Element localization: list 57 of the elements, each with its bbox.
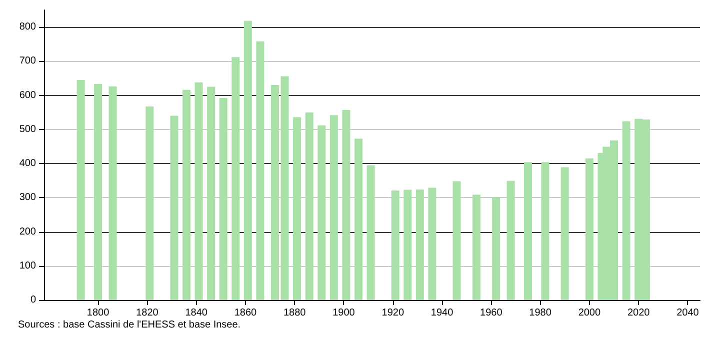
y-tick-label: 200: [19, 226, 36, 238]
bar: [428, 188, 436, 300]
bar: [94, 84, 102, 300]
source-note: Sources : base Cassini de l'EHESS et base Insee.: [18, 320, 241, 330]
x-tick-label: 1940: [430, 308, 454, 318]
bar: [182, 90, 190, 300]
bar: [108, 86, 117, 300]
bar: [622, 121, 630, 300]
y-tick-label: 600: [19, 90, 36, 101]
x-tick-label: 1820: [136, 308, 159, 318]
x-tick-label: 2000: [578, 308, 601, 318]
bar: [270, 85, 279, 300]
bar: [560, 167, 569, 300]
bar: [76, 80, 85, 300]
bar: [194, 82, 203, 300]
x-tick-label: 1840: [185, 308, 208, 318]
y-tick-label: 100: [19, 260, 36, 272]
x-tick-label: 1920: [382, 308, 404, 318]
bar: [170, 116, 178, 300]
x-tick-label: 2020: [627, 308, 650, 318]
x-tick-label: 1880: [283, 308, 306, 318]
bar: [280, 76, 289, 300]
y-tick-label: 800: [19, 22, 36, 33]
bar: [472, 194, 480, 300]
bar: [492, 196, 500, 300]
x-tick-label: 2040: [676, 308, 700, 318]
bar: [207, 86, 216, 300]
bar: [416, 189, 424, 300]
bar: [506, 180, 515, 300]
bar: [146, 106, 154, 300]
bar: [305, 112, 314, 300]
bar: [452, 181, 461, 300]
bar: [219, 98, 228, 300]
bar: [524, 162, 532, 300]
y-tick-label: 300: [19, 192, 36, 204]
bar: [318, 125, 326, 300]
bar: [342, 110, 350, 300]
bar: [404, 190, 412, 300]
y-tick-label: 400: [19, 158, 36, 170]
bar: [354, 138, 362, 300]
bar: [541, 162, 550, 300]
bar: [330, 115, 338, 300]
bar: [244, 20, 252, 300]
bar: [232, 57, 240, 300]
bar: [293, 117, 302, 300]
x-tick-label: 1960: [480, 308, 503, 318]
bar: [366, 165, 375, 300]
x-tick-label: 1800: [86, 308, 110, 318]
y-tick-label: 500: [19, 124, 36, 135]
bar: [256, 41, 264, 300]
x-tick-label: 1900: [332, 308, 356, 318]
bar: [585, 158, 594, 300]
x-tick-label: 1860: [234, 308, 258, 318]
x-tick-label: 1980: [529, 308, 552, 318]
y-tick-label: 700: [19, 56, 36, 67]
bar: [391, 190, 400, 300]
y-tick-label: 0: [30, 294, 36, 306]
